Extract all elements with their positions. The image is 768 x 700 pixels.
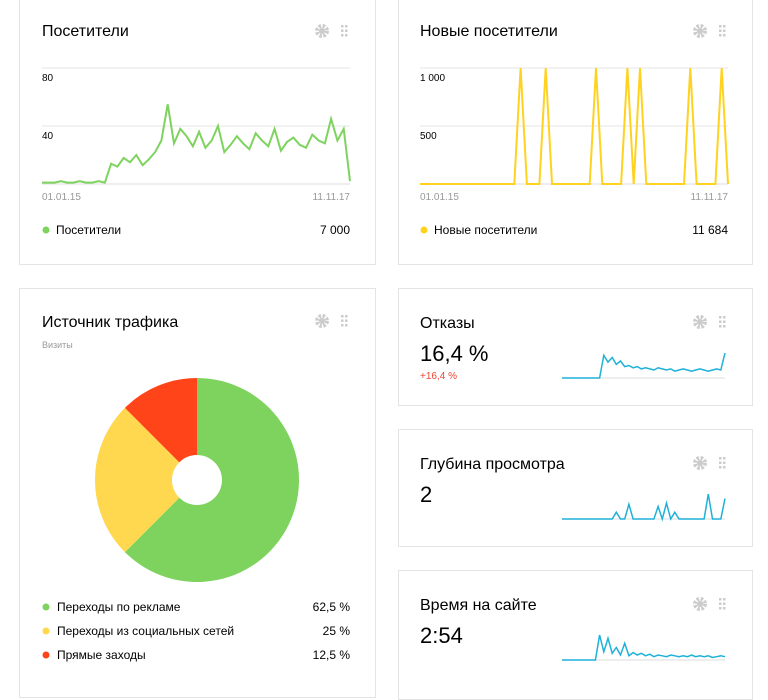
widget-subtitle: Визиты xyxy=(42,340,73,350)
drag-handle xyxy=(341,29,344,32)
drag-handle xyxy=(723,325,726,328)
drag-handle xyxy=(723,29,726,32)
drag-handle xyxy=(341,25,344,28)
legend-label: Посетители xyxy=(56,223,121,237)
legend-marker xyxy=(42,226,50,234)
drag-handle xyxy=(719,316,722,319)
settings-icon[interactable] xyxy=(693,315,707,329)
settings-icon-hub xyxy=(697,319,703,325)
legend-label: Новые посетители xyxy=(434,223,537,237)
drag-handle xyxy=(345,315,348,318)
settings-icon-hub xyxy=(697,460,703,466)
legend-label: Переходы по рекламе xyxy=(57,600,181,614)
drag-handle xyxy=(719,466,722,469)
series-line xyxy=(42,104,351,184)
legend-label: Переходы из социальных сетей xyxy=(57,624,234,638)
y-tick-label: 500 xyxy=(420,131,437,142)
drag-handle xyxy=(723,316,726,319)
widget-title: Новые посетители xyxy=(420,23,558,40)
drag-handle xyxy=(345,29,348,32)
drag-handle xyxy=(719,29,722,32)
card xyxy=(398,288,753,406)
y-tick-label: 40 xyxy=(42,131,54,142)
drag-handle xyxy=(345,34,348,37)
settings-icon-hub xyxy=(697,28,703,34)
legend-total: 7 000 xyxy=(320,223,350,237)
x-tick-label: 01.01.15 xyxy=(42,192,81,203)
legend-total: 11 684 xyxy=(692,223,728,237)
widget-title: Время на сайте xyxy=(420,597,537,614)
legend-marker xyxy=(42,603,50,611)
drag-handle xyxy=(723,602,726,605)
card xyxy=(19,288,376,698)
settings-icon[interactable] xyxy=(315,24,329,38)
card xyxy=(398,570,753,700)
widget-title: Посетители xyxy=(42,23,129,40)
drag-handle xyxy=(341,319,344,322)
drag-handle xyxy=(341,315,344,318)
settings-icon-hub xyxy=(319,28,325,34)
drag-handle xyxy=(723,598,726,601)
legend-value: 62,5 % xyxy=(313,600,351,614)
drag-handle xyxy=(723,457,726,460)
y-tick-label: 80 xyxy=(42,73,54,84)
kpi-value: 2 xyxy=(420,482,432,507)
drag-handle xyxy=(719,457,722,460)
drag-handle xyxy=(719,325,722,328)
legend-value: 12,5 % xyxy=(313,648,351,662)
donut-slice xyxy=(124,378,197,463)
drag-handle xyxy=(719,25,722,28)
legend-value: 25 % xyxy=(323,624,351,638)
x-tick-label: 11.11.17 xyxy=(691,192,729,203)
settings-icon-hub xyxy=(697,601,703,607)
drag-handle xyxy=(719,320,722,323)
drag-handle xyxy=(719,598,722,601)
drag-handle xyxy=(345,25,348,28)
dashboard: {"widgets":[ {"title":"Посетители","char… xyxy=(19,0,753,700)
drag-handle xyxy=(723,34,726,37)
settings-icon[interactable] xyxy=(693,456,707,470)
drag-handle xyxy=(723,25,726,28)
drag-handle xyxy=(719,607,722,610)
drag-handle xyxy=(719,34,722,37)
settings-icon-hub xyxy=(319,318,325,324)
drag-handle xyxy=(723,320,726,323)
sparkline xyxy=(562,352,726,379)
kpi-value: 2:54 xyxy=(420,623,463,648)
card xyxy=(398,429,753,547)
x-tick-label: 11.11.17 xyxy=(313,192,351,203)
drag-handle xyxy=(341,324,344,327)
donut-slice xyxy=(95,407,180,553)
canvas: Посетители 40 80 01.01.15 11.11.17 Посетители… xyxy=(42,23,729,662)
drag-handle xyxy=(723,461,726,464)
legend-marker xyxy=(42,627,50,635)
x-tick-label: 01.01.15 xyxy=(420,192,459,203)
drag-handle xyxy=(723,466,726,469)
kpi-value: 16,4 % xyxy=(420,341,489,366)
settings-icon[interactable] xyxy=(315,314,329,328)
y-tick-label: 1 000 xyxy=(420,73,445,84)
drag-handle xyxy=(341,34,344,37)
drag-handle xyxy=(345,324,348,327)
settings-icon[interactable] xyxy=(693,24,707,38)
donut-slice xyxy=(124,378,300,582)
widget-title: Отказы xyxy=(420,315,475,332)
drag-handle xyxy=(723,607,726,610)
widget-title: Источник трафика xyxy=(42,314,178,331)
widget-title: Глубина просмотра xyxy=(420,456,565,473)
card xyxy=(19,0,376,265)
legend-label: Прямые заходы xyxy=(57,648,146,662)
kpi-delta: +16,4 % xyxy=(420,371,457,382)
series-line xyxy=(420,67,729,185)
drag-handle xyxy=(719,461,722,464)
sparkline xyxy=(562,634,726,661)
drag-handle xyxy=(345,319,348,322)
settings-icon[interactable] xyxy=(693,597,707,611)
legend-marker xyxy=(42,651,50,659)
sparkline xyxy=(562,493,726,522)
legend-marker xyxy=(420,226,428,234)
drag-handle xyxy=(719,602,722,605)
